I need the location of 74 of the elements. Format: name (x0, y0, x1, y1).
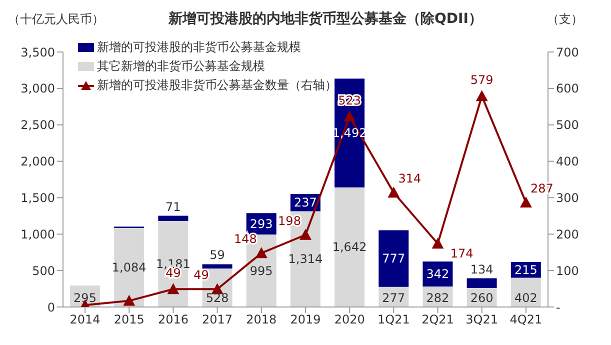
y-tick-label: 500 (32, 264, 55, 278)
x-tick-label: 1Q21 (378, 312, 410, 327)
data-label: 49 (194, 268, 209, 282)
x-tick-label: 4Q21 (510, 312, 542, 327)
y2-tick-label: 700 (556, 45, 579, 60)
x-tick-label: 2017 (202, 312, 233, 327)
point (344, 110, 356, 122)
y-tick-label: 1,500 (20, 190, 55, 205)
data-label: 148 (234, 232, 257, 246)
x-tick-label: 2018 (246, 312, 277, 327)
data-label: 237 (294, 196, 317, 210)
data-label: 995 (250, 264, 273, 278)
data-label: 293 (250, 216, 273, 231)
bar (202, 264, 232, 269)
data-label: 295 (74, 291, 96, 305)
bar (114, 228, 144, 307)
x-tick-label: 2015 (114, 312, 144, 327)
data-label: 198 (278, 214, 301, 228)
data-label: 134 (470, 262, 494, 276)
y-tick-label: 2,500 (20, 118, 55, 132)
y2-tick-label: 500 (556, 118, 579, 132)
x-tick-label: 2Q21 (422, 312, 454, 327)
point (255, 247, 268, 258)
x-tick-label: 2016 (158, 312, 188, 327)
legend-label: 新增的可投港股非货币公募基金数量（右轴） (97, 77, 337, 94)
data-label: 1,642 (332, 240, 367, 254)
y-axis-title: （十亿元人民币） (8, 10, 104, 28)
data-label: 174 (450, 246, 474, 261)
y-tick-label: 0 (47, 300, 55, 314)
data-label: 402 (514, 291, 538, 305)
y-tick-label: 1,000 (20, 227, 55, 242)
x-tick-label: 2019 (290, 312, 321, 327)
data-label: 215 (514, 262, 538, 277)
point (300, 228, 312, 240)
data-label: 579 (470, 73, 494, 88)
data-label: 260 (470, 291, 494, 305)
data-label: 1,084 (112, 260, 146, 275)
x-tick-label: 2020 (334, 312, 365, 327)
x-tick-label: 3Q21 (466, 312, 498, 327)
y2-tick-label: 600 (556, 82, 579, 96)
x-tick-label: 2014 (70, 312, 100, 327)
point (520, 196, 532, 208)
y2-tick-label: 200 (556, 227, 579, 242)
data-label: 523 (338, 93, 362, 108)
data-label: 528 (206, 291, 229, 305)
bar (378, 230, 409, 287)
data-label: 287 (530, 181, 554, 196)
y2-tick-label: - (556, 300, 560, 314)
data-label: 71 (166, 200, 181, 214)
data-label: 342 (426, 266, 450, 281)
data-label: 282 (426, 291, 450, 305)
data-label: 277 (382, 291, 406, 305)
chart-title: 新增可投港股的内地非货币型公募基金（除QDII） (168, 10, 482, 28)
bar (158, 216, 188, 221)
point (476, 90, 488, 102)
y2-axis-title: （支） (546, 10, 583, 28)
y2-tick-label: 300 (556, 190, 579, 205)
bar (334, 187, 365, 307)
point (432, 238, 444, 249)
data-label: 314 (398, 172, 422, 186)
bar (466, 278, 497, 288)
legend-label: 新增的可投港股的非货币公募基金规模 (97, 39, 301, 56)
point (167, 283, 180, 294)
y2-tick-label: 100 (556, 264, 579, 278)
y-tick-label: 2,000 (20, 154, 55, 169)
point (123, 294, 136, 306)
legend-label: 其它新增的非货币公募基金规模 (97, 58, 265, 75)
point (388, 186, 400, 198)
data-label: 59 (210, 248, 225, 262)
y-tick-label: 3,000 (20, 82, 55, 96)
data-label: 1,314 (288, 252, 323, 266)
y2-tick-label: 400 (556, 154, 579, 169)
y-tick-label: 3,500 (20, 45, 55, 60)
data-label: 777 (382, 252, 406, 266)
